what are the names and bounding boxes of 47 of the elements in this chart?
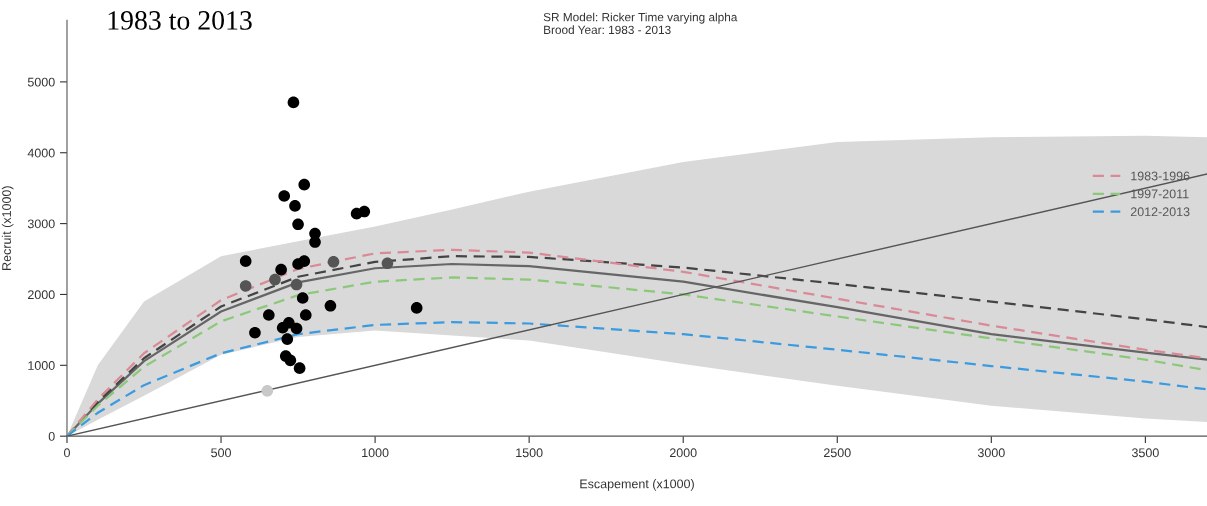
point	[281, 333, 294, 345]
point	[299, 309, 312, 321]
point	[275, 263, 287, 276]
point	[327, 256, 340, 268]
x-tick-label: 500	[211, 448, 231, 458]
point	[269, 273, 281, 286]
x-tick-label: 0	[64, 448, 70, 458]
legend-label: 2012-2013	[1130, 207, 1190, 217]
chart-subtitle: SR Model: Ricker Time varying alpha Brood Year: 1983 - 2013	[543, 12, 738, 35]
x-tick-label: 3000	[977, 448, 1005, 458]
y-tick-label: 1000	[28, 361, 55, 370]
point	[290, 278, 303, 291]
y-tick-label: 2000	[28, 290, 55, 300]
point	[381, 257, 394, 270]
x-tick-label: 2500	[823, 448, 851, 458]
x-axis-title: Escapement (x1000)	[580, 479, 694, 491]
point	[287, 96, 300, 109]
point	[292, 218, 304, 231]
point	[239, 280, 252, 292]
point	[290, 322, 303, 335]
chart-title: 1983 to 2013	[108, 11, 252, 30]
point	[410, 302, 423, 314]
point	[261, 385, 274, 397]
y-tick-label: 3000	[27, 219, 55, 229]
legend-label: 1983-1996	[1131, 171, 1190, 181]
y-tick-label: 0	[48, 431, 55, 441]
x-tick-label: 1000	[362, 448, 389, 458]
point	[293, 362, 306, 374]
x-tick-label: 3500	[1131, 448, 1159, 458]
point	[283, 316, 295, 329]
y-axis-title: Recruit (x1000)	[1, 186, 14, 270]
legend-label: 1997-2011	[1131, 189, 1189, 199]
point	[296, 292, 309, 304]
y-tick-label: 4000	[27, 148, 55, 158]
point	[239, 255, 252, 267]
point	[249, 326, 261, 339]
point	[324, 299, 337, 312]
y-tick-label: 5000	[27, 77, 55, 87]
point	[262, 309, 275, 321]
point	[358, 205, 371, 218]
point	[278, 190, 291, 202]
x-tick-label: 2000	[669, 448, 697, 458]
point	[292, 258, 304, 270]
x-tick-label: 1500	[516, 448, 543, 458]
point	[298, 178, 311, 191]
point	[284, 354, 297, 367]
point	[289, 200, 301, 212]
